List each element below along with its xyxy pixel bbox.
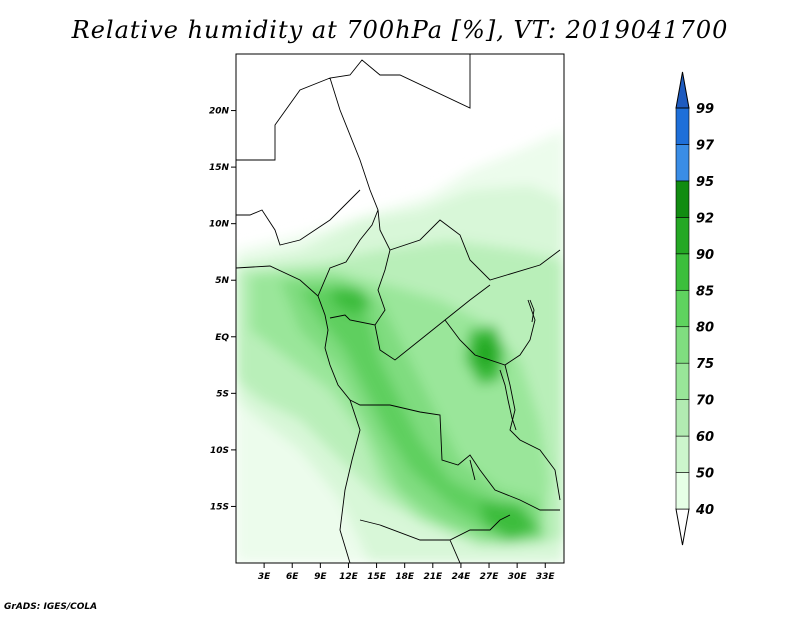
colorbar-max-arrow — [675, 71, 690, 109]
border-lines — [236, 54, 561, 563]
lon-tick-label: 33E — [536, 572, 556, 582]
colorbar-min-arrow — [675, 508, 690, 546]
colorbar-label: 75 — [696, 357, 714, 372]
humidity-field — [236, 130, 564, 563]
colorbar-bin — [675, 107, 690, 145]
map-border — [235, 53, 565, 564]
lat-tick-label: 20N — [209, 107, 230, 117]
lat-tick-label: 15N — [209, 163, 230, 173]
colorbar-bin — [675, 399, 690, 437]
lake-outline — [469, 299, 535, 481]
chart-title: Relative humidity at 700hPa [%], VT: 201… — [71, 16, 729, 44]
colorbar-bin — [675, 362, 690, 400]
colorbar-bin — [675, 435, 690, 473]
humidity-region-80 — [300, 285, 520, 530]
humidity-region-85c — [480, 500, 540, 540]
longitude-axis: 3E 6E 9E 12E 15E 18E 21E 24E 27E 30E 33E — [258, 563, 556, 582]
country-borders — [236, 54, 561, 563]
lat-tick-label: 5N — [215, 276, 229, 286]
credit-label: GrADS: IGES/COLA — [4, 602, 98, 612]
colorbar-label: 97 — [696, 138, 715, 153]
colorbar-label: 50 — [696, 467, 714, 482]
colorbar-label: 99 — [696, 102, 714, 117]
lat-tick-label: EQ — [215, 333, 229, 343]
lon-tick-label: 6E — [286, 572, 299, 582]
humidity-region-90 — [476, 338, 496, 372]
humidity-region-85b — [330, 288, 372, 315]
lat-tick-label: 10S — [210, 446, 229, 456]
latitude-axis: 20N 15N 10N 5N EQ 5S 10S 15S — [209, 107, 236, 512]
colorbar-bin — [675, 180, 690, 218]
colorbar: 40 50 60 70 75 80 85 90 92 95 97 99 — [675, 71, 715, 546]
lon-tick-label: 30E — [508, 572, 528, 582]
lon-tick-label: 24E — [452, 572, 472, 582]
colorbar-label: 40 — [695, 503, 714, 518]
colorbar-label: 60 — [696, 430, 714, 445]
lon-tick-label: 27E — [480, 572, 500, 582]
lon-tick-label: 3E — [258, 572, 271, 582]
lon-tick-label: 21E — [423, 572, 443, 582]
colorbar-bin — [675, 326, 690, 364]
lon-tick-label: 9E — [314, 572, 327, 582]
lat-tick-label: 10N — [209, 220, 230, 230]
colorbar-bin — [675, 217, 690, 255]
colorbar-label: 85 — [696, 284, 714, 299]
colorbar-bin — [675, 253, 690, 291]
colorbar-label: 95 — [696, 175, 714, 190]
colorbar-label: 70 — [696, 394, 714, 409]
lat-tick-label: 15S — [210, 502, 229, 512]
colorbar-bin — [675, 289, 690, 328]
colorbar-label: 90 — [696, 248, 714, 263]
colorbar-label: 80 — [696, 321, 714, 336]
lat-tick-label: 5S — [216, 389, 229, 399]
lon-tick-label: 15E — [367, 572, 387, 582]
coastline — [236, 265, 361, 563]
colorbar-bin — [675, 144, 690, 182]
colorbar-bin — [675, 472, 690, 510]
lon-tick-label: 18E — [395, 572, 415, 582]
lon-tick-label: 12E — [339, 572, 359, 582]
colorbar-label: 92 — [696, 211, 714, 226]
